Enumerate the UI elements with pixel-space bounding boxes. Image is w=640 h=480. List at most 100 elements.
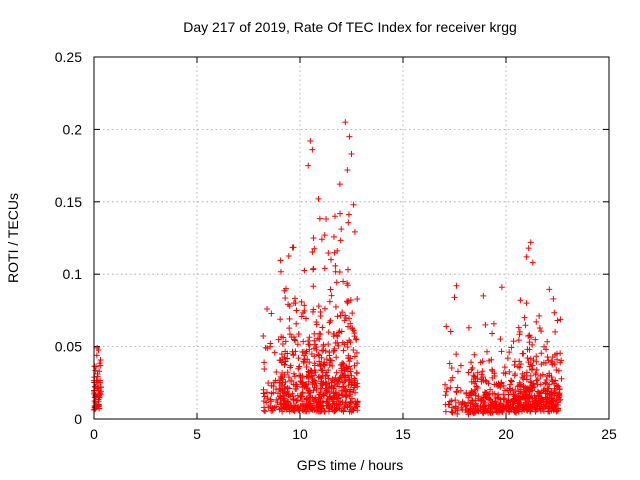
data-point xyxy=(518,401,525,408)
data-point xyxy=(344,166,351,173)
data-point xyxy=(277,373,284,380)
data-point xyxy=(516,358,523,365)
data-point xyxy=(501,364,508,371)
data-point xyxy=(329,406,336,413)
data-point xyxy=(310,266,317,273)
data-point xyxy=(351,375,358,382)
data-point xyxy=(443,385,450,392)
x-tick-label: 0 xyxy=(90,426,98,442)
data-point xyxy=(332,374,339,381)
data-point xyxy=(492,398,499,405)
data-point xyxy=(474,384,481,391)
data-point xyxy=(530,357,537,364)
data-point xyxy=(474,369,481,376)
data-point xyxy=(320,398,327,405)
x-tick-label: 20 xyxy=(498,426,514,442)
data-point xyxy=(447,384,454,391)
data-point xyxy=(452,403,459,410)
data-point xyxy=(301,302,308,309)
data-point xyxy=(529,259,536,266)
chart-title: Day 217 of 2019, Rate Of TEC Index for r… xyxy=(183,19,517,35)
data-point xyxy=(454,384,461,391)
data-point xyxy=(321,305,328,312)
data-point xyxy=(350,346,357,353)
data-point xyxy=(292,299,299,306)
data-point xyxy=(493,381,500,388)
data-point xyxy=(525,245,532,252)
data-point xyxy=(516,331,523,338)
data-point xyxy=(277,268,284,275)
data-point xyxy=(288,377,295,384)
data-point xyxy=(325,384,332,391)
data-point xyxy=(272,377,279,384)
data-point xyxy=(278,351,285,358)
data-point xyxy=(282,379,289,386)
data-point xyxy=(551,361,558,368)
data-point xyxy=(443,323,450,330)
data-point xyxy=(555,391,562,398)
data-point xyxy=(538,361,545,368)
data-point xyxy=(342,373,349,380)
data-point xyxy=(529,341,536,348)
data-point xyxy=(298,390,305,397)
data-point xyxy=(337,237,344,244)
data-point xyxy=(326,298,333,305)
data-point xyxy=(288,334,295,341)
data-point xyxy=(333,279,340,286)
data-point xyxy=(338,374,345,381)
data-point xyxy=(495,395,502,402)
data-point xyxy=(468,366,475,373)
data-point xyxy=(95,403,102,410)
data-point xyxy=(350,201,357,208)
data-point xyxy=(340,383,347,390)
data-point xyxy=(447,377,454,384)
data-point xyxy=(523,253,530,260)
data-point xyxy=(313,407,320,414)
data-point xyxy=(452,397,459,404)
data-point xyxy=(268,310,275,317)
data-point xyxy=(528,404,535,411)
data-point xyxy=(463,389,470,396)
data-point xyxy=(305,368,312,375)
data-point xyxy=(318,366,325,373)
data-point xyxy=(487,396,494,403)
data-point xyxy=(527,239,534,246)
data-point xyxy=(351,353,358,360)
data-point xyxy=(442,408,449,415)
data-point xyxy=(344,280,351,287)
data-point xyxy=(508,344,515,351)
data-point xyxy=(546,408,553,415)
data-point xyxy=(97,383,104,390)
data-point xyxy=(481,403,488,410)
data-point xyxy=(549,377,556,384)
x-tick-label: 25 xyxy=(601,426,617,442)
data-point xyxy=(347,379,354,386)
data-point xyxy=(336,328,343,335)
data-point xyxy=(286,331,293,338)
data-point xyxy=(546,372,553,379)
data-point xyxy=(489,374,496,381)
data-point xyxy=(261,393,268,400)
data-point xyxy=(495,391,502,398)
data-point xyxy=(351,228,358,235)
data-point xyxy=(527,372,534,379)
data-point xyxy=(332,213,339,220)
data-point xyxy=(323,216,330,223)
data-point xyxy=(278,405,285,412)
data-point xyxy=(533,406,540,413)
data-point xyxy=(261,359,268,366)
data-point xyxy=(527,400,534,407)
data-point xyxy=(335,399,342,406)
data-point xyxy=(261,365,268,372)
data-point xyxy=(528,366,535,373)
data-point xyxy=(326,319,333,326)
data-point xyxy=(347,401,354,408)
x-tick-label: 10 xyxy=(292,426,308,442)
data-point xyxy=(303,402,310,409)
data-point xyxy=(347,296,354,303)
data-point xyxy=(521,372,528,379)
data-point xyxy=(325,367,332,374)
data-point xyxy=(352,389,359,396)
data-point xyxy=(291,295,298,302)
data-point xyxy=(442,392,449,399)
